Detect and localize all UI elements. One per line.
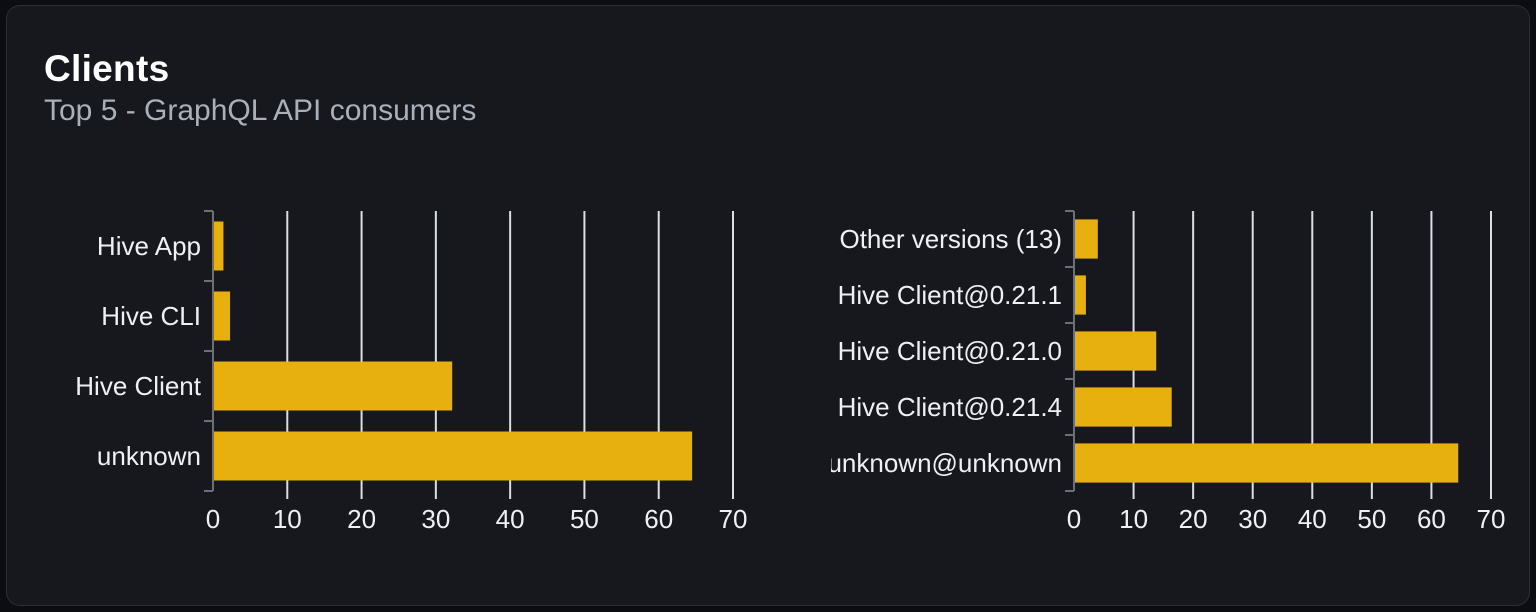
x-tick-label: 30	[1238, 504, 1267, 534]
x-tick-label: 40	[1298, 504, 1327, 534]
x-tick-label: 60	[644, 504, 673, 534]
bar[interactable]	[1075, 275, 1086, 315]
x-tick-label: 20	[1179, 504, 1208, 534]
category-label: Hive CLI	[101, 301, 201, 331]
bar[interactable]	[1075, 387, 1172, 427]
category-label: Hive Client@0.21.4	[838, 392, 1062, 422]
x-tick-label: 10	[273, 504, 302, 534]
x-tick-label: 0	[1067, 504, 1081, 534]
x-tick-label: 20	[347, 504, 376, 534]
category-label: Hive Client@0.21.1	[838, 280, 1062, 310]
y-axis	[1065, 210, 1075, 492]
x-tick-label: 0	[206, 504, 220, 534]
bar[interactable]	[1075, 443, 1459, 483]
x-tick-label: 10	[1119, 504, 1148, 534]
bar[interactable]	[1075, 331, 1157, 371]
category-label: Hive Client@0.21.0	[838, 336, 1062, 366]
x-tick-label: 50	[570, 504, 599, 534]
bar[interactable]	[214, 431, 693, 481]
x-tick-label: 50	[1357, 504, 1386, 534]
x-tick-label: 70	[719, 504, 748, 534]
card-title: Clients	[44, 48, 170, 89]
category-label: unknown@unknown	[831, 448, 1062, 478]
bar[interactable]	[1075, 219, 1098, 259]
bars	[1075, 219, 1459, 483]
gridlines	[286, 211, 734, 499]
client-versions-bar-chart: Other versions (13) Hive Client@0.21.1 Hiv…	[831, 210, 1506, 534]
category-label: Other versions (13)	[839, 224, 1062, 254]
x-tick-label: 70	[1477, 504, 1506, 534]
bar[interactable]	[214, 361, 453, 411]
bars	[214, 221, 693, 481]
category-label: Hive Client	[75, 371, 201, 401]
x-tick-label: 60	[1417, 504, 1446, 534]
clients-card: Clients Top 5 - GraphQL API consumers Hi…	[6, 5, 1530, 606]
bar[interactable]	[214, 221, 224, 271]
category-label: Hive App	[97, 231, 201, 261]
bar[interactable]	[214, 291, 231, 341]
clients-bar-chart: Hive App Hive CLI Hive Client unknown 0 10 20 3…	[75, 210, 748, 534]
x-tick-label: 40	[496, 504, 525, 534]
y-axis	[204, 210, 214, 492]
card-subtitle: Top 5 - GraphQL API consumers	[44, 94, 477, 127]
x-tick-label: 30	[421, 504, 450, 534]
category-label: unknown	[97, 441, 201, 471]
